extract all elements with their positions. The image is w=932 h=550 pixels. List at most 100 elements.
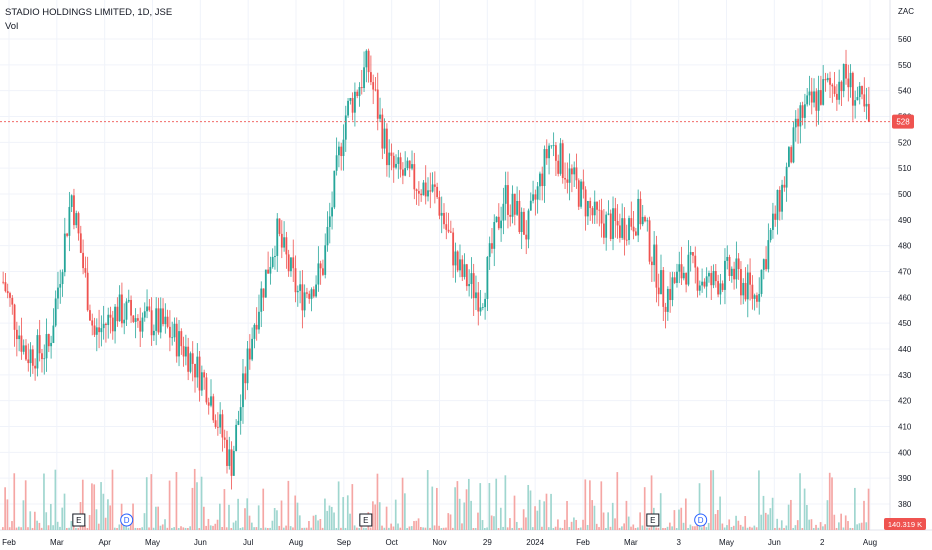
candle-body[interactable]: [31, 349, 34, 366]
candle-body[interactable]: [431, 184, 434, 192]
candle-body[interactable]: [714, 271, 717, 282]
candle-body[interactable]: [646, 220, 649, 222]
candle-body[interactable]: [342, 139, 345, 157]
candle-body[interactable]: [854, 100, 857, 106]
candle-body[interactable]: [465, 264, 468, 287]
candle-body[interactable]: [335, 155, 338, 171]
candle-body[interactable]: [351, 97, 354, 113]
candle-body[interactable]: [861, 86, 863, 95]
candle-body[interactable]: [751, 284, 754, 299]
candle-body[interactable]: [582, 181, 585, 190]
candle-body[interactable]: [527, 210, 530, 240]
candle-body[interactable]: [340, 146, 343, 157]
candle-body[interactable]: [264, 269, 267, 298]
candle-body[interactable]: [536, 186, 539, 200]
candle-body[interactable]: [833, 86, 836, 94]
candle-body[interactable]: [11, 297, 14, 305]
candle-body[interactable]: [404, 168, 407, 176]
candle-body[interactable]: [570, 168, 573, 175]
candle-body[interactable]: [433, 184, 436, 187]
candle-body[interactable]: [621, 218, 624, 238]
candle-body[interactable]: [210, 396, 212, 406]
candle-body[interactable]: [20, 335, 23, 352]
candle-body[interactable]: [125, 301, 128, 320]
candle-body[interactable]: [34, 365, 37, 369]
candle-body[interactable]: [557, 160, 560, 174]
candle-body[interactable]: [810, 91, 813, 103]
candle-body[interactable]: [294, 268, 297, 293]
candle-body[interactable]: [306, 292, 308, 294]
candle-body[interactable]: [315, 284, 317, 297]
candle-body[interactable]: [488, 243, 491, 257]
candle-body[interactable]: [491, 243, 493, 249]
candle-body[interactable]: [15, 329, 18, 340]
candle-body[interactable]: [102, 323, 105, 329]
candle-body[interactable]: [2, 281, 5, 283]
candle-body[interactable]: [682, 272, 685, 279]
candle-body[interactable]: [301, 284, 304, 311]
candle-body[interactable]: [25, 345, 27, 360]
candle-body[interactable]: [694, 255, 697, 268]
candle-body[interactable]: [397, 157, 400, 164]
candle-body[interactable]: [4, 282, 7, 292]
candle-body[interactable]: [509, 214, 512, 217]
candle-body[interactable]: [507, 185, 509, 215]
candle-body[interactable]: [781, 184, 783, 212]
candle-body[interactable]: [118, 294, 121, 322]
candle-body[interactable]: [61, 272, 64, 285]
candle-body[interactable]: [778, 190, 781, 212]
candle-body[interactable]: [493, 222, 496, 249]
candle-body[interactable]: [287, 254, 290, 272]
candle-body[interactable]: [792, 127, 795, 163]
candle-body[interactable]: [516, 200, 519, 215]
candle-body[interactable]: [152, 330, 155, 336]
candle-body[interactable]: [607, 213, 610, 215]
candle-body[interactable]: [639, 198, 642, 225]
candle-body[interactable]: [79, 233, 82, 253]
candle-body[interactable]: [806, 95, 809, 105]
candle-body[interactable]: [504, 185, 507, 204]
candle-body[interactable]: [68, 206, 71, 236]
candle-body[interactable]: [555, 145, 557, 161]
candle-body[interactable]: [173, 323, 176, 338]
candle-body[interactable]: [36, 335, 39, 369]
candle-body[interactable]: [705, 276, 708, 287]
candle-body[interactable]: [575, 167, 578, 181]
candle-body[interactable]: [500, 220, 503, 229]
candle-body[interactable]: [559, 143, 562, 174]
candle-body[interactable]: [77, 213, 80, 234]
candle-body[interactable]: [676, 271, 678, 283]
candle-body[interactable]: [187, 346, 190, 372]
candle-body[interactable]: [189, 353, 192, 372]
candle-body[interactable]: [121, 294, 123, 324]
candle-body[interactable]: [283, 237, 286, 248]
candle-body[interactable]: [502, 203, 505, 221]
candle-body[interactable]: [845, 63, 847, 79]
candle-body[interactable]: [481, 307, 484, 308]
candle-body[interactable]: [598, 209, 601, 211]
candle-body[interactable]: [347, 100, 349, 116]
candle-body[interactable]: [817, 90, 820, 111]
candle-body[interactable]: [797, 118, 799, 127]
candle-body[interactable]: [838, 81, 841, 100]
candle-body[interactable]: [143, 311, 146, 318]
candle-body[interactable]: [685, 272, 688, 285]
candle-body[interactable]: [420, 193, 423, 196]
candle-body[interactable]: [162, 308, 164, 325]
candle-body[interactable]: [472, 273, 475, 299]
candle-body[interactable]: [856, 97, 859, 101]
candle-body[interactable]: [303, 292, 306, 311]
candle-body[interactable]: [475, 292, 477, 299]
candle-body[interactable]: [486, 256, 489, 299]
candle-body[interactable]: [308, 293, 311, 299]
candle-body[interactable]: [724, 260, 726, 290]
candle-body[interactable]: [82, 252, 85, 269]
candle-body[interactable]: [59, 284, 62, 288]
candle-body[interactable]: [278, 218, 281, 234]
candle-body[interactable]: [552, 145, 555, 147]
candle-body[interactable]: [819, 90, 822, 105]
candle-body[interactable]: [655, 244, 658, 288]
candle-body[interactable]: [372, 82, 375, 90]
candle-body[interactable]: [637, 198, 640, 236]
candle-body[interactable]: [429, 190, 432, 192]
